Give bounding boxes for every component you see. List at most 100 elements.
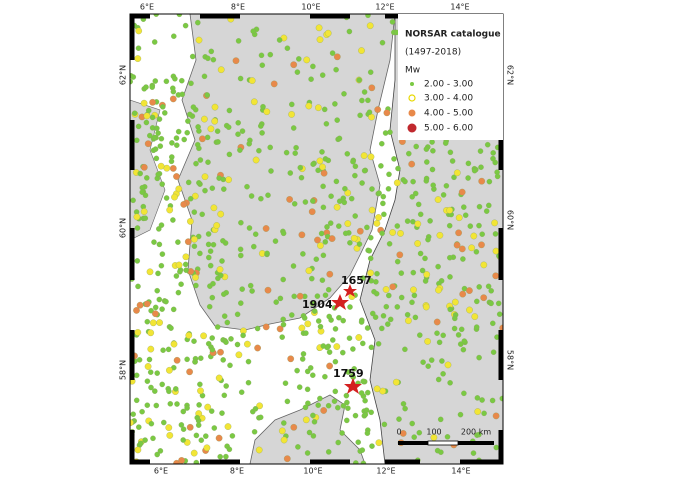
lon-label: 14°E xyxy=(450,3,469,12)
event-dot xyxy=(356,77,362,83)
event-dot xyxy=(154,370,160,376)
event-dot xyxy=(278,427,286,435)
lat-label: 62°N xyxy=(119,65,128,85)
event-dot xyxy=(217,66,225,74)
event-dot xyxy=(357,112,363,119)
event-dot xyxy=(136,357,143,363)
legend-heading: Mw xyxy=(405,66,420,76)
scale-segment xyxy=(398,441,428,445)
event-dot xyxy=(320,252,327,259)
event-dot xyxy=(476,431,482,438)
event-dot xyxy=(136,301,144,309)
event-dot xyxy=(175,289,182,296)
event-dot xyxy=(311,419,318,425)
event-dot xyxy=(197,157,204,163)
event-dot xyxy=(479,231,485,237)
event-dot xyxy=(268,168,274,174)
event-dot xyxy=(187,195,194,202)
event-dot xyxy=(196,180,202,186)
event-dot xyxy=(466,287,473,294)
event-dot xyxy=(395,165,401,172)
event-dot xyxy=(304,386,311,393)
event-dot xyxy=(387,129,393,135)
event-dot xyxy=(391,156,397,162)
event-dot xyxy=(182,22,189,29)
event-dot xyxy=(154,287,160,294)
event-dot xyxy=(310,433,317,439)
lat-label: 62°N xyxy=(506,65,515,85)
event-dot xyxy=(186,423,194,431)
lon-label: 12°E xyxy=(376,467,395,476)
event-dot xyxy=(442,140,449,146)
event-dot xyxy=(280,321,287,328)
event-dot xyxy=(310,372,316,378)
event-dot xyxy=(235,351,243,359)
event-dot xyxy=(224,319,231,326)
event-dot xyxy=(342,185,348,192)
event-dot xyxy=(334,117,340,123)
event-dot xyxy=(156,296,163,303)
event-dot xyxy=(247,282,254,289)
event-dot xyxy=(440,192,447,198)
event-dot xyxy=(134,225,141,231)
scale-label: 200 km xyxy=(461,428,491,437)
event-dot xyxy=(252,156,260,164)
event-dot xyxy=(184,238,192,246)
event-dot xyxy=(238,219,244,226)
event-dot xyxy=(265,192,271,198)
event-dot xyxy=(352,172,358,179)
event-dot xyxy=(158,262,165,269)
scale-label: 0 xyxy=(396,428,401,437)
event-dot xyxy=(339,430,345,436)
event-dot xyxy=(142,215,149,221)
event-dot xyxy=(160,104,166,110)
event-dot xyxy=(144,175,150,181)
event-dot xyxy=(352,412,359,419)
event-dot xyxy=(305,400,311,406)
event-dot xyxy=(396,251,404,259)
event-dot xyxy=(235,120,241,126)
event-dot xyxy=(280,316,286,323)
event-dot xyxy=(392,378,400,386)
event-dot xyxy=(336,314,342,321)
event-dot xyxy=(412,190,419,197)
event-dot xyxy=(332,326,339,332)
event-dot xyxy=(199,211,205,218)
event-dot xyxy=(151,239,157,245)
event-dot xyxy=(307,365,314,371)
event-dot xyxy=(298,324,306,332)
event-dot xyxy=(131,110,138,116)
event-dot xyxy=(151,39,158,45)
event-dot xyxy=(473,249,480,255)
event-dot xyxy=(410,178,416,185)
event-dot xyxy=(327,220,334,226)
event-dot xyxy=(345,405,351,411)
event-dot xyxy=(366,22,374,30)
event-dot xyxy=(474,395,481,401)
event-dot xyxy=(259,62,266,68)
event-dot xyxy=(424,338,431,345)
event-dot xyxy=(149,98,156,106)
event-dot xyxy=(175,239,181,245)
event-dot xyxy=(171,33,177,39)
event-dot xyxy=(367,69,374,75)
event-dot xyxy=(296,384,303,390)
event-dot xyxy=(474,408,482,415)
event-dot xyxy=(314,236,321,244)
event-dot xyxy=(484,141,491,148)
event-dot xyxy=(249,288,255,294)
event-dot xyxy=(180,437,186,443)
event-dot xyxy=(206,254,212,261)
event-dot xyxy=(185,118,191,124)
event-dot xyxy=(258,123,264,129)
event-dot xyxy=(360,340,366,347)
event-dot xyxy=(370,310,376,317)
event-dot xyxy=(207,262,214,269)
event-dot xyxy=(283,149,290,156)
event-dot xyxy=(201,173,209,181)
event-dot xyxy=(239,128,246,134)
event-dot xyxy=(169,165,177,172)
event-dot xyxy=(170,306,177,313)
event-dot xyxy=(360,152,368,159)
event-dot xyxy=(410,269,417,276)
